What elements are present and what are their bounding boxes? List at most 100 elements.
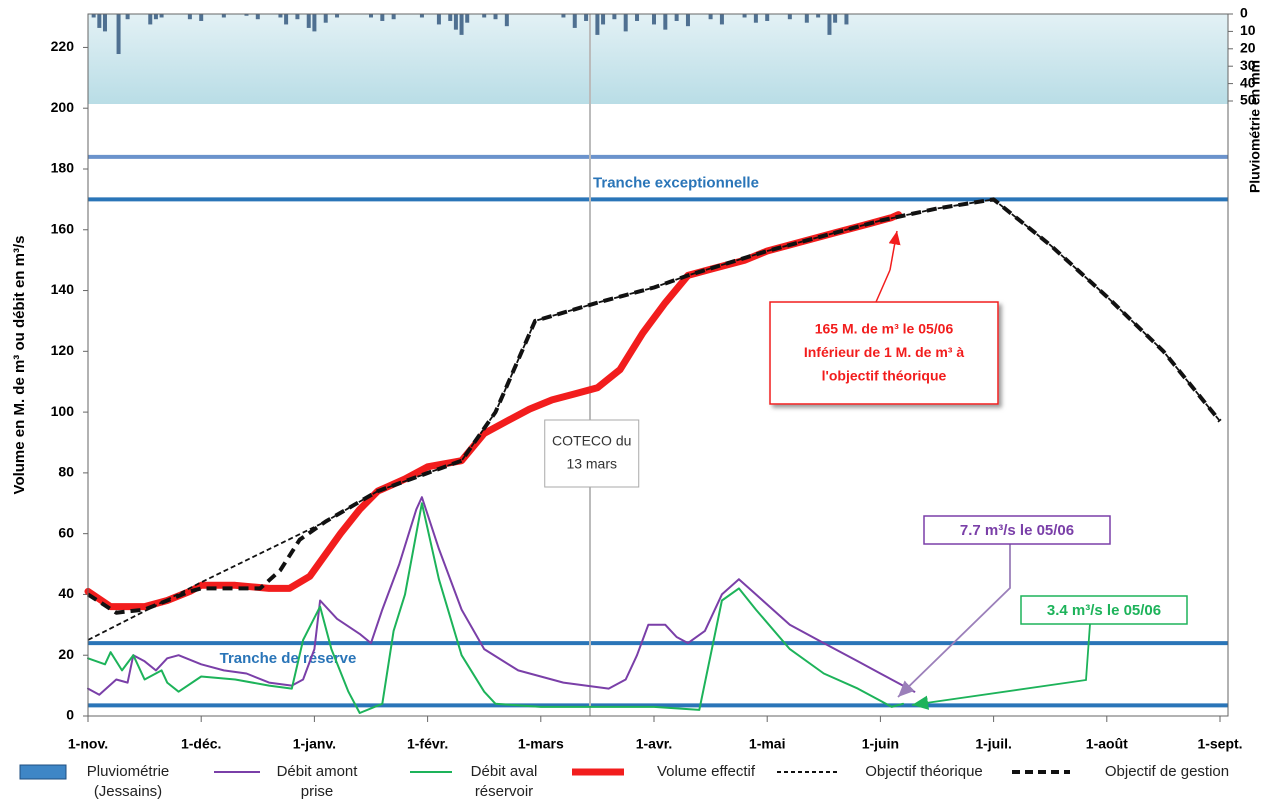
legend: Pluviométrie (Jessains) Débit amont prise… (0, 762, 1263, 804)
rain-bar (391, 14, 396, 20)
legend-item: Volume effectif (570, 762, 786, 782)
legend-swatch-shape (19, 764, 67, 780)
rain-bar (97, 14, 102, 28)
plot-frame (87, 13, 1229, 717)
annotation-arrow (888, 230, 901, 271)
legend-swatch (1012, 770, 1070, 774)
series-line (87, 502, 904, 714)
rain-bar (493, 14, 498, 20)
y-tick-label: 60 (58, 524, 74, 540)
y-tick-label: 100 (51, 403, 75, 419)
rain-bar (244, 14, 249, 16)
rain-bar (284, 14, 289, 25)
reference-label: Tranche exceptionnelle (593, 174, 759, 191)
rain-bar (685, 14, 690, 27)
rain-bar (595, 14, 600, 35)
rain-bar (312, 14, 317, 32)
rain-bar (335, 14, 340, 18)
rain-bar (572, 14, 577, 28)
annotation-text: 165 M. de m³ le 05/06 (815, 321, 954, 337)
y-tick-label: 40 (58, 585, 74, 601)
legend-item: Objectif théorique (775, 762, 1009, 782)
y2-tick-label: 30 (1240, 57, 1256, 73)
y-tick-label: 200 (51, 99, 75, 115)
y2-tick-label: 20 (1240, 40, 1256, 56)
x-tick-label: 1-déc. (181, 736, 221, 752)
y-tick-label: 0 (66, 707, 74, 723)
annotation-arrow (897, 544, 1011, 698)
legend-item: Débit amont prise (212, 762, 372, 802)
rain-bar (561, 14, 566, 18)
y-tick-label: 140 (51, 281, 75, 297)
y-tick-label: 180 (51, 160, 75, 176)
rain-bar (453, 14, 458, 30)
annotation-box (1020, 595, 1188, 625)
y-tick-label: 160 (51, 220, 75, 236)
annotation-text: 7.7 m³/s le 05/06 (960, 522, 1074, 539)
rain-bar (674, 14, 679, 21)
y2-axis-title: Pluviométrie en mm (1247, 60, 1263, 193)
rain-bar (742, 14, 747, 18)
legend-label: Objectif théorique (865, 763, 983, 780)
rain-bar (448, 14, 453, 21)
rain-bar (719, 14, 724, 25)
x-tick-label: 1-avr. (636, 736, 673, 752)
rain-bar (816, 14, 821, 18)
annotation-box (769, 301, 999, 405)
legend-label: Pluviométrie (Jessains) (86, 763, 170, 800)
x-tick-label: 1-févr. (407, 736, 448, 752)
rain-bar (159, 14, 164, 18)
rain-bar (187, 14, 192, 20)
rain-bar (148, 14, 153, 25)
rain-bar (91, 14, 96, 18)
legend-item: Pluviométrie (Jessains) (18, 762, 188, 802)
series-line (86, 197, 1222, 615)
x-tick-label: 1-juin (862, 736, 899, 752)
rain-bar (844, 14, 849, 25)
rain-bar (584, 14, 589, 21)
x-tick-label: 1-mai (749, 736, 786, 752)
rain-bar (833, 14, 838, 23)
annotation-text: Inférieur de 1 M. de m³ à (804, 344, 964, 360)
rain-bar (601, 14, 606, 25)
rain-bar (827, 14, 832, 35)
x-tick-label: 1-sept. (1197, 736, 1242, 752)
rain-bar (255, 14, 260, 20)
y-tick-label: 80 (58, 464, 74, 480)
series-line (84, 211, 902, 611)
rain-bar (153, 14, 158, 20)
rain-bar (787, 14, 792, 20)
rain-bar (765, 14, 770, 21)
rain-bar (652, 14, 656, 25)
y2-tick-label: 10 (1240, 22, 1256, 38)
rain-bar (125, 14, 130, 20)
x-tick-label: 1-janv. (293, 736, 336, 752)
rain-bar (663, 14, 668, 30)
rain-bar (465, 14, 470, 23)
legend-item: Objectif de gestion (1010, 762, 1262, 782)
rain-bar (436, 14, 441, 25)
legend-swatch (572, 768, 624, 776)
annotation-arrow (911, 623, 1091, 710)
rain-bar (419, 14, 424, 18)
rain-bar (306, 14, 311, 28)
rain-bar (635, 14, 640, 21)
series-line (87, 496, 916, 696)
rain-bar (459, 14, 464, 35)
reference-label: Tranche de réserve (220, 650, 357, 667)
legend-label: Volume effectif (656, 763, 756, 780)
rain-bar (380, 14, 385, 21)
annotation-text: l'objectif théorique (822, 368, 947, 384)
annotation-text: 3.4 m³/s le 05/06 (1047, 602, 1161, 619)
y-tick-label: 120 (51, 342, 75, 358)
y2-tick-label: 50 (1240, 92, 1256, 108)
legend-item: Débit aval réservoir (408, 762, 554, 802)
rain-bar (482, 14, 487, 18)
rain-background (88, 14, 1228, 104)
rain-bar (278, 14, 283, 18)
rain-bar (753, 14, 758, 23)
y-tick-label: 20 (58, 646, 74, 662)
rain-bar (295, 14, 300, 20)
